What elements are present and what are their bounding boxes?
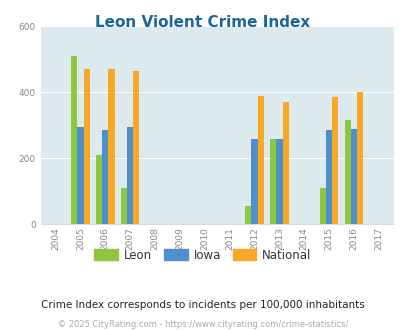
- Bar: [127, 127, 133, 224]
- Bar: [121, 188, 127, 224]
- Text: Crime Index corresponds to incidents per 100,000 inhabitants: Crime Index corresponds to incidents per…: [41, 300, 364, 310]
- Text: Leon Violent Crime Index: Leon Violent Crime Index: [95, 15, 310, 30]
- Bar: [319, 188, 325, 224]
- Text: © 2025 CityRating.com - https://www.cityrating.com/crime-statistics/: © 2025 CityRating.com - https://www.city…: [58, 319, 347, 329]
- Bar: [344, 120, 350, 224]
- Bar: [77, 127, 83, 224]
- Bar: [83, 69, 90, 224]
- Bar: [257, 96, 263, 224]
- Bar: [269, 139, 276, 224]
- Bar: [325, 130, 331, 224]
- Bar: [350, 129, 356, 224]
- Bar: [245, 206, 251, 224]
- Bar: [108, 69, 114, 224]
- Bar: [276, 139, 282, 224]
- Bar: [96, 155, 102, 224]
- Bar: [331, 97, 338, 224]
- Bar: [71, 56, 77, 224]
- Bar: [133, 71, 139, 224]
- Bar: [102, 130, 108, 224]
- Bar: [356, 92, 362, 224]
- Legend: Leon, Iowa, National: Leon, Iowa, National: [90, 244, 315, 266]
- Bar: [282, 102, 288, 224]
- Bar: [251, 139, 257, 224]
